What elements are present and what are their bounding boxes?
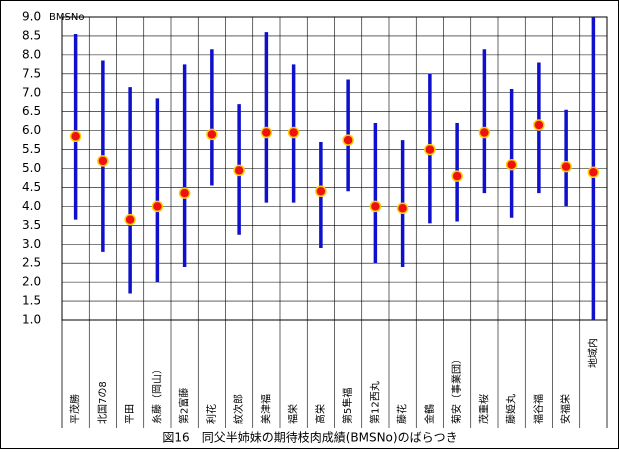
x-tick-label: 茂重桜 — [477, 394, 490, 424]
mean-point — [315, 185, 327, 197]
x-tick-label: 福栄 — [287, 404, 300, 424]
x-tick-label: 第12西丸 — [368, 381, 381, 424]
y-tick-label: 1.0 — [22, 313, 41, 327]
mean-point — [178, 187, 191, 199]
chart-title: 図16 同父半姉妹の期待枝肉成績(BMSNo)のばらつき — [162, 430, 457, 445]
y-tick-label: 6.5 — [22, 104, 41, 118]
y-tick-label: 5.5 — [22, 142, 41, 156]
y-tick-label: 7.5 — [22, 66, 41, 80]
y-tick-label: 3.5 — [22, 218, 41, 232]
x-tick-label: 紋次郎 — [232, 394, 245, 424]
y-tick-label: 8.5 — [22, 28, 41, 42]
y-tick-label: 5.0 — [22, 161, 41, 175]
x-tick-label: 藤花 — [396, 404, 409, 424]
y-tick-label: 2.5 — [22, 256, 41, 270]
x-tick-label: 菊安（事業団） — [450, 354, 463, 424]
mean-point — [124, 213, 136, 226]
y-tick-label: 7.0 — [22, 85, 41, 99]
mean-point — [587, 166, 600, 179]
mean-point — [533, 119, 545, 131]
plot — [69, 17, 600, 320]
mean-point — [342, 134, 354, 146]
x-tick-label: 福谷福 — [532, 394, 545, 424]
mean-point — [478, 126, 491, 139]
mean-point — [97, 155, 109, 167]
mean-point — [260, 126, 273, 139]
mean-point — [69, 130, 82, 143]
x-tick-label: 糸藤（岡山） — [151, 364, 163, 424]
mean-point — [560, 160, 572, 173]
mean-point — [206, 128, 218, 141]
x-tick-label: 第5隼福 — [341, 388, 354, 424]
mean-point — [424, 143, 436, 156]
y-tick-label: 6.0 — [22, 123, 41, 137]
y-tick-label: 4.0 — [22, 199, 41, 213]
x-tick-label: 金鶴 — [423, 404, 436, 424]
mean-point — [396, 202, 409, 215]
x-tick-label: 平田 — [125, 404, 136, 424]
y-unit: BMSNo — [49, 12, 84, 23]
mean-point — [233, 164, 245, 177]
mean-point — [287, 126, 300, 139]
x-tick-label: 北国7の8 — [97, 381, 109, 424]
y-tick-label: 8.0 — [22, 47, 41, 61]
x-tick-label: 美津福 — [259, 394, 272, 424]
x-tick-label: 藤姫丸 — [505, 394, 518, 424]
y-tick-label: 2.0 — [22, 275, 41, 289]
mean-point — [369, 200, 382, 213]
x-tick-label: 安福栄 — [559, 394, 572, 424]
x-tick-label: 地域内 — [586, 338, 599, 368]
x-tick-label: 平茂勝 — [69, 394, 82, 424]
x-tick-label: 第2富藤 — [178, 388, 191, 424]
y-tick-label: 1.5 — [22, 294, 41, 308]
y-tick-label: 9.0 — [22, 10, 41, 24]
y-tick-label: 4.5 — [22, 180, 41, 194]
mean-point — [505, 158, 518, 171]
y-tick-label: 3.0 — [22, 237, 41, 251]
x-tick-label: 利花 — [205, 404, 218, 424]
mean-point — [151, 200, 164, 213]
x-tick-label: 高栄 — [314, 404, 327, 424]
mean-point — [451, 170, 463, 182]
